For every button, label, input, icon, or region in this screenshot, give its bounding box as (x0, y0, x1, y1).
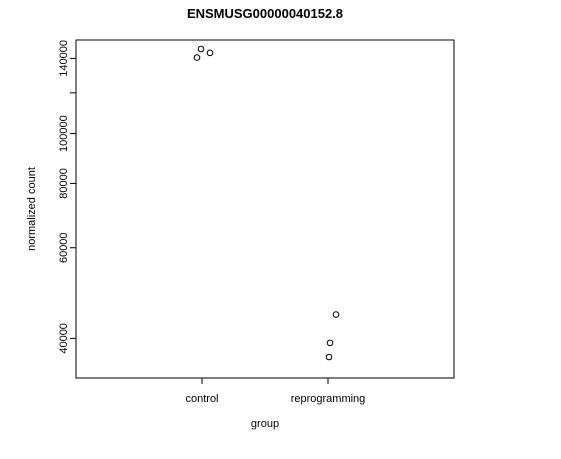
y-tick-label: 80000 (58, 168, 70, 199)
y-axis-label: normalized count (26, 167, 38, 251)
y-tick-label: 140000 (58, 40, 70, 77)
y-tick-label: 60000 (58, 232, 70, 263)
y-tick-label: 100000 (58, 115, 70, 152)
x-tick-label-control: control (185, 393, 218, 405)
plot-frame (75, 39, 455, 379)
data-point-control (193, 54, 201, 61)
data-point-reprogramming (325, 353, 333, 361)
data-point-control (197, 45, 205, 53)
data-point-reprogramming (326, 339, 334, 347)
data-point-reprogramming (332, 311, 340, 318)
x-axis-label: group (251, 418, 279, 430)
chart-title: ENSMUSG00000040152.8 (187, 6, 343, 21)
data-point-control (206, 49, 214, 57)
x-axis: control reprogramming (185, 378, 365, 405)
x-tick-label-reprogramming: reprogramming (291, 393, 366, 405)
y-tick-label: 40000 (58, 323, 70, 354)
y-axis: 40000 60000 80000 100000 140000 (58, 40, 76, 354)
data-points (193, 45, 340, 361)
